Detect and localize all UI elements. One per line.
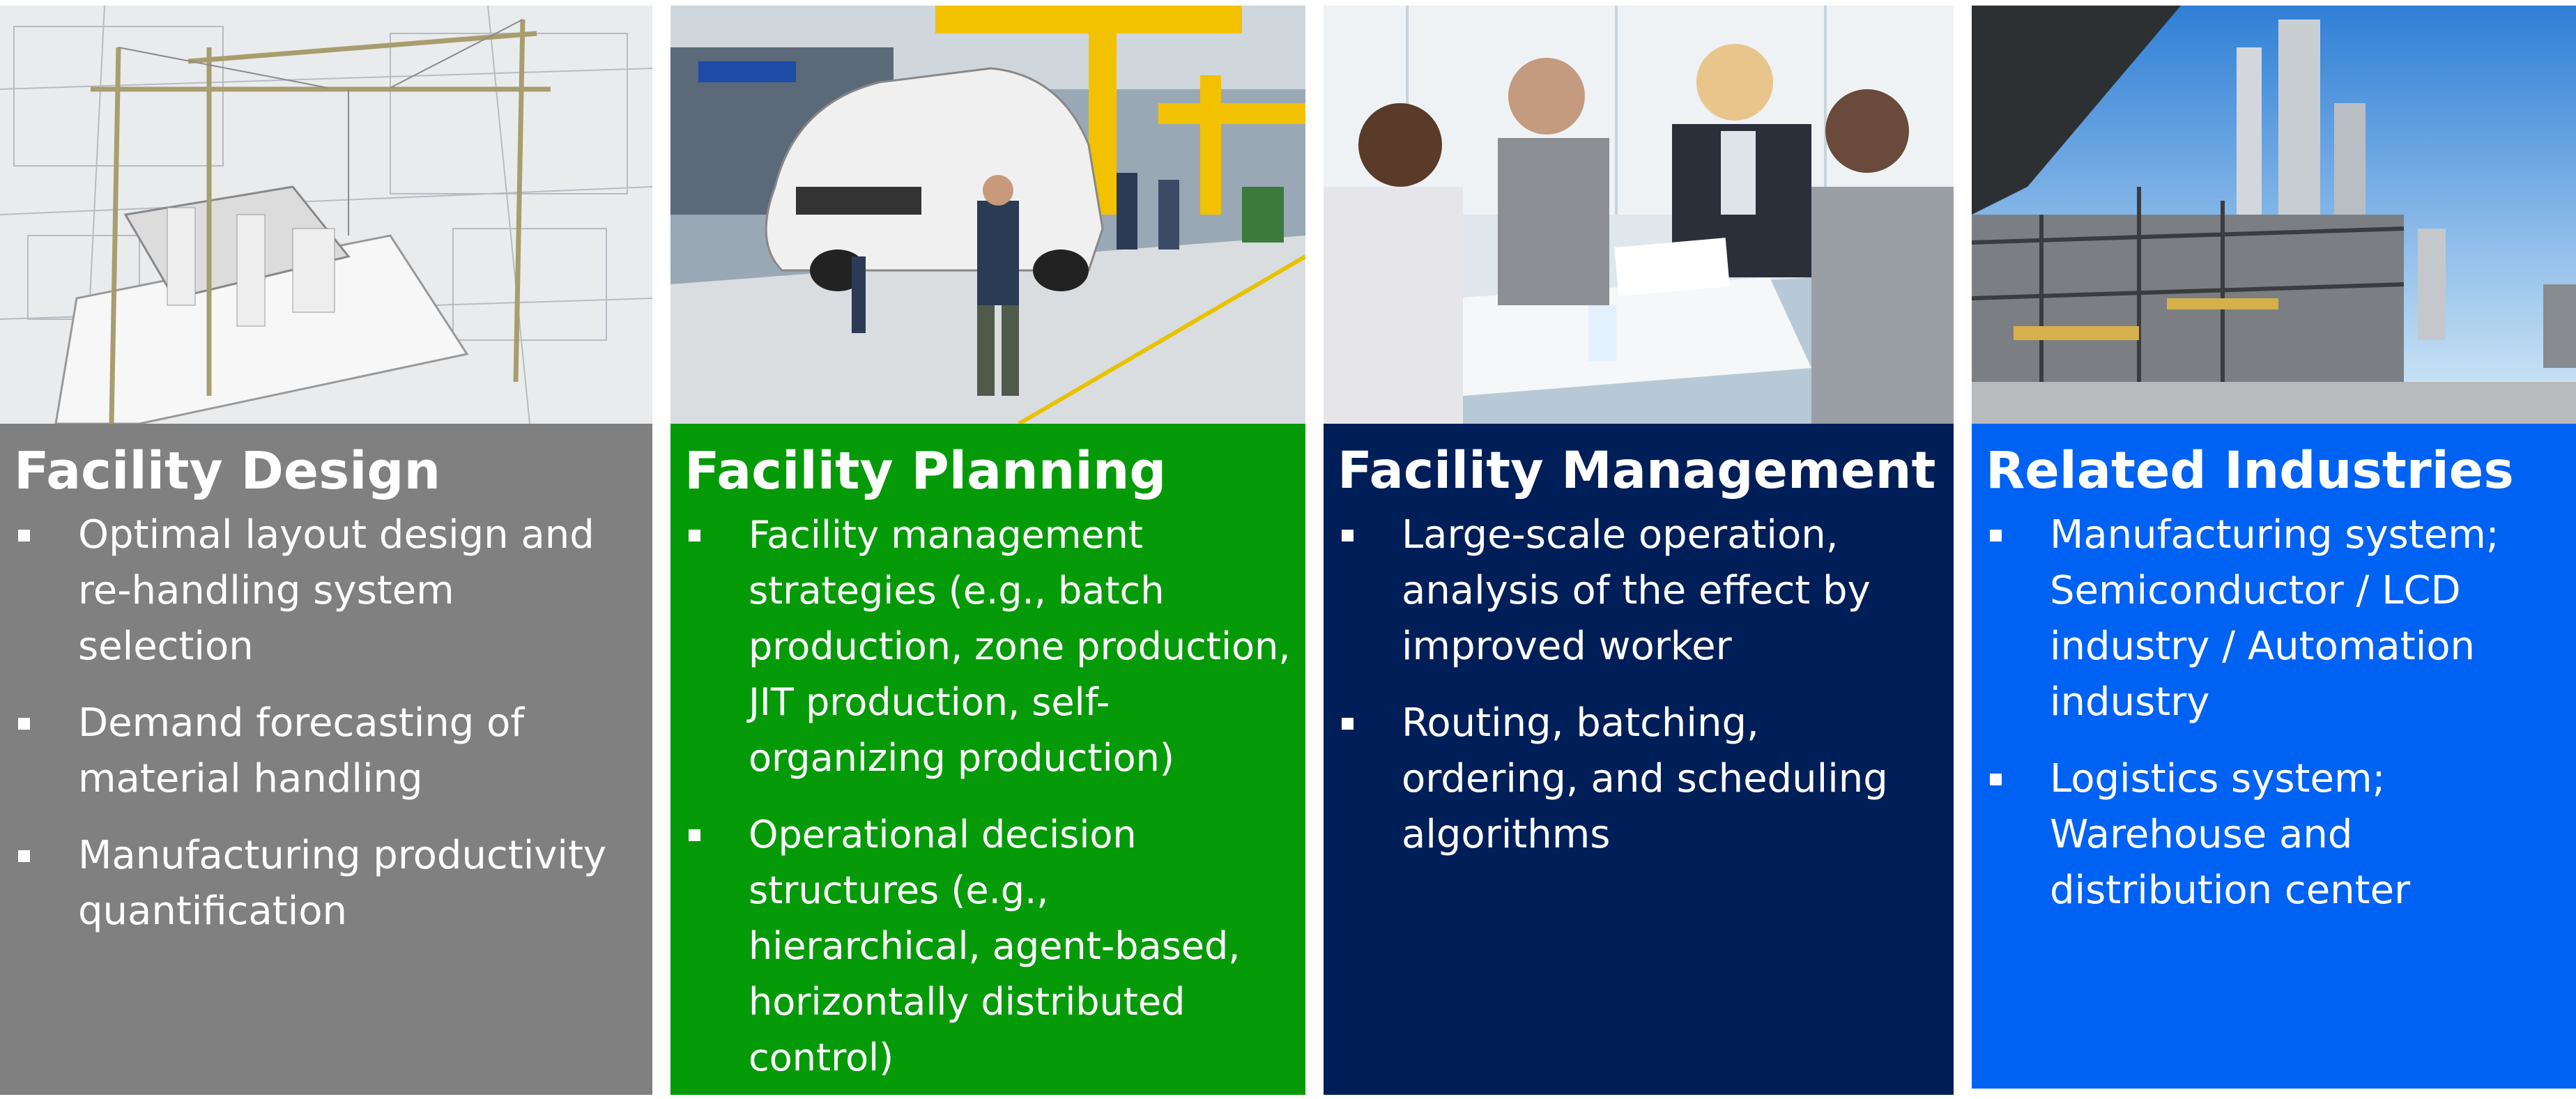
bullet-text: Optimal layout design and re-handling sy… [78,512,595,669]
bullet-list: Large-scale operation, analysis of the e… [1337,507,1940,863]
bullet-text: Manufacturing system; Semiconductor / LC… [2050,512,2499,725]
square-bullet-icon [689,530,700,541]
blueprint-cranes-image [0,6,652,424]
car-assembly-line-image [670,6,1305,424]
bullet-text: Operational decision structures (e.g., h… [749,813,1241,1079]
business-meeting-image [1324,6,1954,424]
square-bullet-icon [18,530,30,541]
facility-management-panel: Facility Management Large-scale operatio… [1324,424,1954,1095]
list-item: Manufacturing system; Semiconductor / LC… [1986,507,2562,730]
list-item: Optimal layout design and re-handling sy… [14,507,638,675]
list-item: Large-scale operation, analysis of the e… [1337,507,1940,675]
facility-planning-panel: Facility Planning Facility management st… [670,424,1305,1095]
bullet-text: Logistics system; Warehouse and distribu… [2050,756,2411,913]
panel-title: Facility Planning [684,441,1167,501]
square-bullet-icon [1990,530,2002,541]
list-item: Demand forecasting of material handling [14,695,638,807]
bullet-text: Demand forecasting of material handling [78,700,525,801]
bullet-text: Routing, batching, ordering, and schedul… [1402,700,1888,857]
facility-planning-column: Facility Planning Facility management st… [670,6,1305,1095]
square-bullet-icon [18,850,30,862]
bullet-list: Optimal layout design and re-handling sy… [14,507,638,939]
related-industries-column: Related Industries Manufacturing system;… [1972,6,2576,1089]
panel-title: Facility Management [1337,441,1936,500]
facility-design-column: Facility Design Optimal layout design an… [0,6,652,1095]
facility-design-panel: Facility Design Optimal layout design an… [0,424,652,1095]
bullet-text: Manufacturing productivity quantificatio… [78,833,607,934]
list-item: Facility management strategies (e.g., ba… [684,507,1291,786]
bullet-list: Manufacturing system; Semiconductor / LC… [1986,507,2562,919]
bullet-text: Large-scale operation, analysis of the e… [1402,512,1871,669]
square-bullet-icon [1342,530,1354,541]
square-bullet-icon [18,718,30,730]
square-bullet-icon [1342,718,1354,730]
facility-management-column: Facility Management Large-scale operatio… [1324,6,1954,1095]
list-item: Logistics system; Warehouse and distribu… [1986,751,2562,919]
bullet-text: Facility management strategies (e.g., ba… [749,513,1291,780]
refinery-plant-image [1972,6,2576,424]
square-bullet-icon [689,829,700,841]
bullet-list: Facility management strategies (e.g., ba… [684,507,1291,1086]
list-item: Operational decision structures (e.g., h… [684,807,1291,1086]
list-item: Manufacturing productivity quantificatio… [14,828,638,939]
panel-title: Facility Design [14,441,441,501]
related-industries-panel: Related Industries Manufacturing system;… [1972,424,2576,1089]
panel-title: Related Industries [1986,441,2514,500]
square-bullet-icon [1990,774,2002,785]
list-item: Routing, batching, ordering, and schedul… [1337,695,1940,863]
